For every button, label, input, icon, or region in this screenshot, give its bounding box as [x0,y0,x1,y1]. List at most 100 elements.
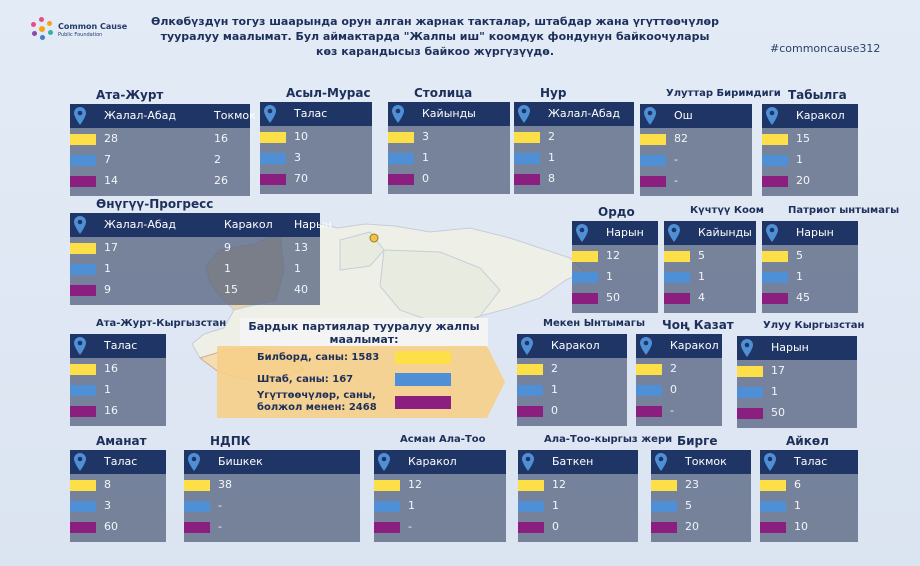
party-city-header: Талас [70,334,166,358]
agitators-value: 9 [104,283,111,296]
agitators-swatch [70,522,96,533]
agitators-value: 0 [422,172,429,185]
location-pin-icon [766,107,778,125]
agitators-swatch [640,176,666,187]
hq-value: 1 [408,499,415,512]
agitators-swatch [737,408,763,419]
billboards-swatch [70,480,96,491]
location-pin-icon [576,224,588,242]
party-name: Мекен Ынтымагы [543,318,645,329]
party-name: Өнүгүү-Прогресс [96,197,214,211]
city-label: Нарын [294,218,332,231]
party-city-header: Баткен [518,450,638,474]
billboards-swatch [572,251,598,262]
party-card-aikol: Айкөл Талас 6 1 10 [760,434,858,550]
agitators-value: 20 [685,520,699,533]
party-city-header: Нарын [737,336,857,360]
billboards-value: 16 [104,362,118,375]
party-stats: 5 1 45 [762,245,858,313]
billboards-swatch [514,132,540,143]
billboards-swatch [260,132,286,143]
party-stats: 2 0 - [636,358,722,426]
agitators-value: 0 [551,404,558,417]
party-stats: 12 1 - [374,474,506,542]
agitators-swatch [572,293,598,304]
agitators-value: 16 [104,404,118,417]
legend-billboard-swatch [395,351,451,364]
agitators-value: 14 [104,174,118,187]
agitators-swatch [518,522,544,533]
location-pin-icon [655,453,667,471]
hq-swatch [184,501,210,512]
hq-swatch [664,272,690,283]
party-name: Столица [414,86,473,100]
logo: Common Cause Public Foundation [30,17,130,43]
billboards-value: 28 [104,132,118,145]
party-card-ata-jurt: Ата-Журт Жалал-Абад Токмок 28 16 7 2 14 26 [70,88,256,204]
location-pin-icon [378,453,390,471]
billboards-value: 3 [422,130,429,143]
billboards-swatch [640,134,666,145]
hq-value: 1 [552,499,559,512]
agitators-swatch [514,174,540,185]
agitators-value: 4 [698,291,705,304]
hq-swatch [640,155,666,166]
agitators-swatch [762,293,788,304]
hq-swatch [70,264,96,275]
billboards-swatch [70,364,96,375]
city-label: Бишкек [218,455,263,468]
party-card-onuguu: Өнүгүү-Прогресс Жалал-Абад Каракол Нарын 17 9… [70,197,332,313]
legend-title: Бардык партиялар тууралуу жалпы маалымат… [240,318,488,348]
party-name: Ата-Журт-Кыргызстан [96,318,227,329]
legend-hq: Штаб, саны: 167 [257,374,354,385]
hq-value: 1 [771,385,778,398]
map-region-naryn [379,249,501,329]
party-city-header: Кайынды [388,102,510,126]
party-card-meken: Мекен Ынтымагы Каракол 2 1 0 [517,318,645,434]
party-city-header: Талас [260,102,372,126]
party-city-header: Нарын [762,221,858,245]
billboards-value: 5 [698,249,705,262]
billboards-value: 23 [685,478,699,491]
billboards-value: 17 [104,241,118,254]
party-stats: 3 1 0 [388,126,510,194]
party-stats: 8 3 60 [70,474,166,542]
hq-swatch [514,153,540,164]
party-city-header: Талас [760,450,858,474]
agitators-value: - [218,520,222,533]
location-pin-icon [188,453,200,471]
party-stats: 2 1 0 [517,358,627,426]
agitators-value: 60 [104,520,118,533]
agitators-swatch [517,406,543,417]
party-stats: 12 1 50 [572,245,658,313]
billboards-swatch [664,251,690,262]
hq-value: 1 [294,262,301,275]
party-card-patriot: Патриот ынтымагы Нарын 5 1 45 [762,205,899,321]
billboards-value: 10 [294,130,308,143]
agitators-value: 15 [224,283,238,296]
billboards-value: 12 [552,478,566,491]
billboards-swatch [762,251,788,262]
hq-value: 5 [685,499,692,512]
hq-swatch [518,501,544,512]
party-name: Ата-Журт [96,88,164,102]
hashtag: #commoncause312 [770,42,881,55]
billboards-swatch [517,364,543,375]
party-name: Табылга [788,88,847,102]
city-label: Жалал-Абад [104,218,177,231]
agitators-value: - [674,174,678,187]
city-label: Ош [674,109,693,122]
legend: Билборд, саны: 1583 Штаб, саны: 167 Үгүт… [217,346,505,418]
hq-swatch [762,155,788,166]
billboards-swatch [70,134,96,145]
party-name: Улуттар Биримдиги [666,88,781,99]
location-pin-icon [74,107,86,125]
hq-swatch [517,385,543,396]
party-name: Ордо [598,205,635,219]
city-label: Токмок [214,109,256,122]
hq-value: 1 [606,270,613,283]
location-pin-icon [518,105,530,123]
agitators-swatch [760,522,786,533]
party-card-nur: Нур Жалал-Абад 2 1 8 [514,86,634,202]
party-city-header: Нарын [572,221,658,245]
